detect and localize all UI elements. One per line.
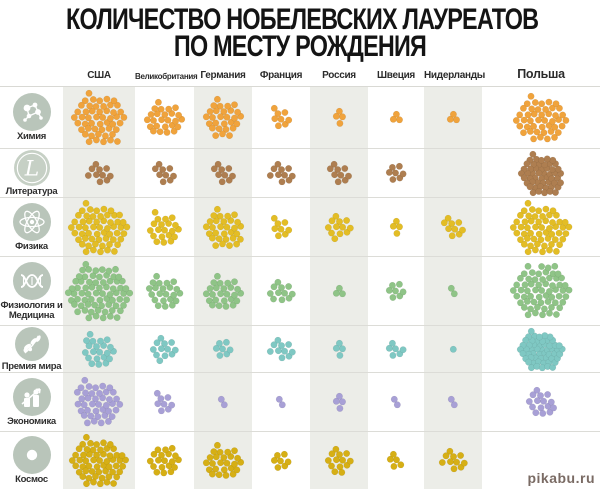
olive-branch-icon — [14, 326, 49, 361]
atom-icon — [12, 202, 51, 241]
dot-cluster-cell — [135, 373, 194, 431]
row-label: Физиология и Медицина — [0, 299, 63, 321]
dot-cluster-cell — [368, 87, 424, 148]
row-label-cell: Экономика — [0, 373, 63, 431]
dot-cluster-cell — [310, 432, 368, 489]
dot-cluster-cell — [252, 373, 310, 431]
dot-cluster-cell — [135, 87, 194, 148]
dot-cluster-cell — [482, 149, 600, 197]
dot-cluster-cell — [194, 373, 252, 431]
dot-cluster-cell — [63, 326, 135, 372]
dot-cluster-cell — [252, 326, 310, 372]
dot-cluster-cell — [482, 373, 600, 431]
column-header-2: Великобритания — [135, 72, 198, 81]
title-line-2: ПО МЕСТУ РОЖДЕНИЯ — [173, 30, 427, 63]
dna-icon — [12, 261, 51, 300]
dot-cluster-cell — [63, 198, 135, 256]
planet-icon — [12, 436, 51, 474]
dot-cluster-cell — [482, 198, 600, 256]
dot-cluster-cell — [310, 326, 368, 372]
dot-cluster-cell — [424, 326, 482, 372]
column-header-4: Франция — [259, 70, 303, 81]
column-headers: США Великобритания Германия Франция Россия Шв… — [0, 60, 600, 87]
dot-cluster-cell — [194, 198, 252, 256]
dot-cluster-cell — [252, 432, 310, 489]
dot-cluster-cell — [424, 432, 482, 489]
dot-cluster-cell — [424, 257, 482, 325]
dot-cluster-cell — [310, 198, 368, 256]
dot-cluster-cell — [252, 198, 310, 256]
chart-row-6: Экономика — [0, 373, 600, 432]
row-label: Физика — [15, 240, 48, 252]
dot-cluster-cell — [135, 326, 194, 372]
dot-cluster-cell — [63, 432, 135, 489]
dot-cluster-cell — [368, 326, 424, 372]
dot-cluster-cell — [135, 257, 194, 325]
dot-cluster-cell — [63, 87, 135, 148]
chart-row-2: L Литература — [0, 149, 600, 198]
row-label-cell: Премия мира — [0, 326, 63, 372]
chart-row-4: Физиология и Медицина — [0, 257, 600, 326]
dot-cluster-cell — [194, 87, 252, 148]
dot-cluster-cell — [482, 326, 600, 372]
dot-cluster-cell — [63, 149, 135, 197]
row-label: Литература — [5, 185, 58, 197]
row-label: Премия мира — [1, 360, 62, 372]
literature-icon: L — [13, 149, 50, 186]
dot-cluster-cell — [424, 373, 482, 431]
column-header-1: США — [87, 70, 111, 81]
dot-cluster-cell — [135, 149, 194, 197]
row-label-cell: Физика — [0, 198, 63, 256]
dot-cluster-cell — [194, 432, 252, 489]
dot-cluster-cell — [135, 432, 194, 489]
dot-cluster-cell — [194, 257, 252, 325]
dot-cluster-cell — [135, 198, 194, 256]
row-label-cell: Химия — [0, 87, 63, 148]
page-title: КОЛИЧЕСТВО НОБЕЛЕВСКИХ ЛАУРЕАТОВ ПО МЕСТ… — [0, 0, 600, 63]
dot-cluster-cell — [368, 257, 424, 325]
dot-cluster-cell — [482, 257, 600, 325]
chart-row-1: Химия — [0, 87, 600, 149]
dot-cluster-cell — [424, 149, 482, 197]
dot-cluster-cell — [252, 87, 310, 148]
column-header-5: Россия — [322, 70, 356, 81]
column-header-8: Польша — [517, 67, 565, 81]
column-header-6: Швеция — [377, 70, 415, 81]
dot-cluster-cell — [368, 432, 424, 489]
row-label: Экономика — [7, 415, 56, 427]
dot-cluster-cell — [368, 198, 424, 256]
chart-row-7: Космос — [0, 432, 600, 489]
row-label: Космос — [15, 474, 48, 485]
dot-cluster-cell — [194, 149, 252, 197]
dot-cluster-cell — [368, 373, 424, 431]
dot-cluster-cell — [252, 257, 310, 325]
chart-row-3: Физика — [0, 198, 600, 257]
row-label: Химия — [16, 131, 47, 142]
dot-cluster-cell — [482, 87, 600, 148]
dot-cluster-cell — [424, 198, 482, 256]
column-header-3: Германия — [200, 70, 246, 81]
dot-cluster-cell — [252, 149, 310, 197]
title-line-1: КОЛИЧЕСТВО НОБЕЛЕВСКИХ ЛАУРЕАТОВ — [66, 3, 539, 36]
dot-cluster-cell — [310, 257, 368, 325]
molecule-icon — [12, 93, 51, 131]
row-label-cell: Космос — [0, 432, 63, 489]
svg-text:L: L — [23, 156, 38, 181]
dot-cluster-cell — [424, 87, 482, 148]
watermark: pikabu.ru — [527, 470, 595, 486]
column-header-7: Нидерланды — [424, 70, 485, 81]
dot-cluster-cell — [310, 373, 368, 431]
row-label-cell: Физиология и Медицина — [0, 257, 63, 325]
dot-cluster-cell — [63, 257, 135, 325]
dot-cluster-cell — [310, 87, 368, 148]
dot-cluster-cell — [194, 326, 252, 372]
dot-cluster-cell — [368, 149, 424, 197]
row-label-cell: L Литература — [0, 149, 63, 197]
economics-icon — [12, 377, 51, 416]
dot-cluster-cell — [310, 149, 368, 197]
dot-cluster-cell — [63, 373, 135, 431]
chart-row-5: Премия мира — [0, 326, 600, 373]
dot-matrix-chart: Химия L Литература Физика Физиология и Медиц… — [0, 87, 600, 489]
